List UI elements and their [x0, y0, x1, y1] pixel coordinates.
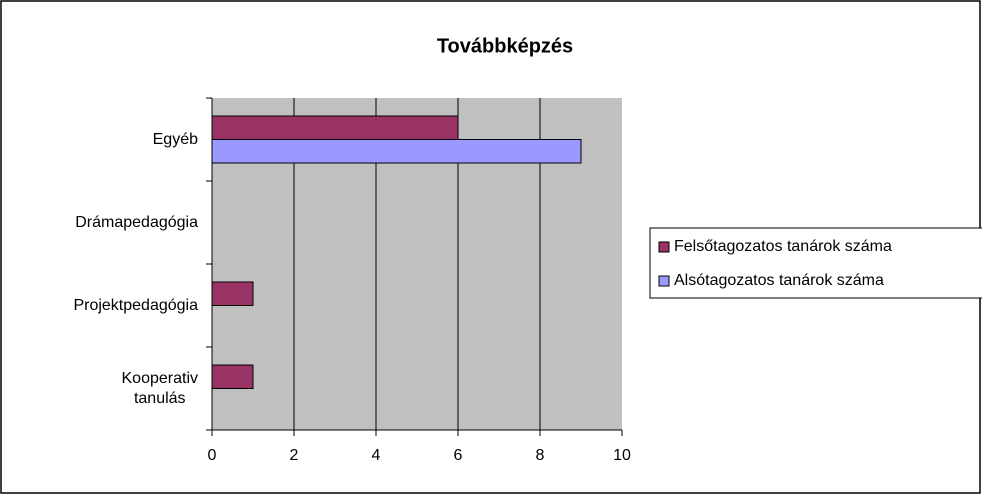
x-tick-label: 0 — [208, 447, 217, 464]
x-tick-label: 8 — [536, 447, 545, 464]
y-tick-label: Egyéb — [152, 130, 198, 148]
x-tick-label: 4 — [372, 447, 381, 464]
legend-box — [649, 227, 982, 299]
bar — [211, 139, 582, 164]
bar — [211, 115, 459, 140]
legend-swatch — [658, 275, 670, 287]
y-tick-label: Kooperativ tanulás — [121, 369, 199, 407]
y-tick-label: Projektpedagógia — [73, 296, 198, 314]
y-tick-label: Drámapedagógia — [75, 213, 198, 231]
legend-label: Felsőtagozatos tanárok száma — [674, 238, 892, 255]
chart-title: Továbbképzés — [437, 35, 573, 57]
bar — [211, 281, 254, 306]
x-tick-label: 2 — [290, 447, 299, 464]
legend-swatch — [658, 241, 670, 253]
x-tick-label: 6 — [454, 447, 463, 464]
x-tick-label: 10 — [613, 447, 631, 464]
legend-label: Alsótagozatos tanárok száma — [674, 272, 884, 289]
bar — [211, 364, 254, 389]
